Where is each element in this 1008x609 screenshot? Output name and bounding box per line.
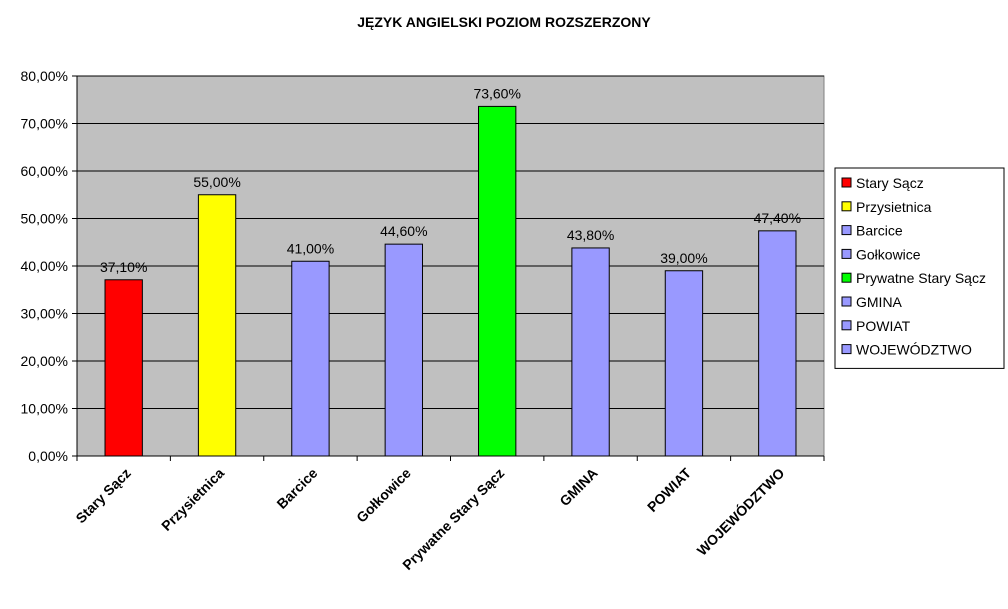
bar: [758, 230, 797, 457]
data-label: 39,00%: [660, 250, 707, 266]
y-tick-label: 60,00%: [21, 163, 68, 179]
legend-entry: WOJEWÓDZTWO: [856, 342, 972, 358]
y-tick-label: 0,00%: [28, 448, 68, 464]
x-tick-label: POWIAT: [644, 465, 694, 515]
x-tick-label: WOJEWÓDZTWO: [693, 464, 788, 559]
legend-entry: Gołkowice: [856, 246, 921, 262]
bar: [197, 194, 237, 457]
data-label: 55,00%: [193, 174, 240, 190]
x-tick-label: Barcice: [273, 465, 320, 512]
data-label: 44,60%: [380, 223, 427, 239]
y-tick-label: 70,00%: [21, 116, 68, 132]
legend-entry: Barcice: [856, 223, 903, 239]
legend-entry: Stary Sącz: [856, 175, 924, 191]
bar: [478, 105, 517, 457]
legend-swatch: [841, 272, 852, 283]
bar: [664, 270, 704, 457]
x-tick-label: Gołkowice: [353, 465, 414, 526]
legend-entry: Przysietnica: [856, 199, 932, 215]
y-tick-label: 50,00%: [21, 211, 68, 227]
x-tick-label: Stary Sącz: [72, 465, 133, 526]
data-label: 37,10%: [100, 259, 147, 275]
legend-entry: Prywatne Stary Sącz: [856, 270, 986, 286]
legend-swatch: [841, 248, 852, 259]
chart-title: JĘZYK ANGIELSKI POZIOM ROZSZERZONY: [357, 14, 651, 30]
data-label: 73,60%: [473, 85, 520, 101]
y-tick-label: 40,00%: [21, 258, 68, 274]
y-tick-label: 80,00%: [21, 68, 68, 84]
y-tick-label: 10,00%: [21, 401, 68, 417]
data-label: 47,40%: [754, 210, 801, 226]
bar: [104, 279, 143, 457]
bar: [571, 247, 610, 457]
legend-swatch: [841, 225, 852, 236]
legend-swatch: [841, 177, 852, 188]
legend-box: [834, 167, 1005, 369]
bar: [291, 260, 330, 457]
x-tick-label: Przysietnica: [158, 465, 227, 534]
legend-swatch: [841, 344, 852, 355]
data-label: 43,80%: [567, 227, 614, 243]
legend-swatch: [841, 201, 852, 212]
x-tick-label: GMINA: [556, 465, 600, 509]
data-label: 41,00%: [287, 240, 334, 256]
y-tick-label: 30,00%: [21, 306, 68, 322]
x-tick-label: Prywatne Stary Sącz: [399, 465, 507, 573]
legend-entry: GMINA: [856, 294, 903, 310]
legend-swatch: [841, 320, 852, 331]
y-tick-label: 20,00%: [21, 353, 68, 369]
bar: [384, 243, 423, 457]
legend-swatch: [841, 296, 852, 307]
legend-entry: POWIAT: [856, 318, 911, 334]
